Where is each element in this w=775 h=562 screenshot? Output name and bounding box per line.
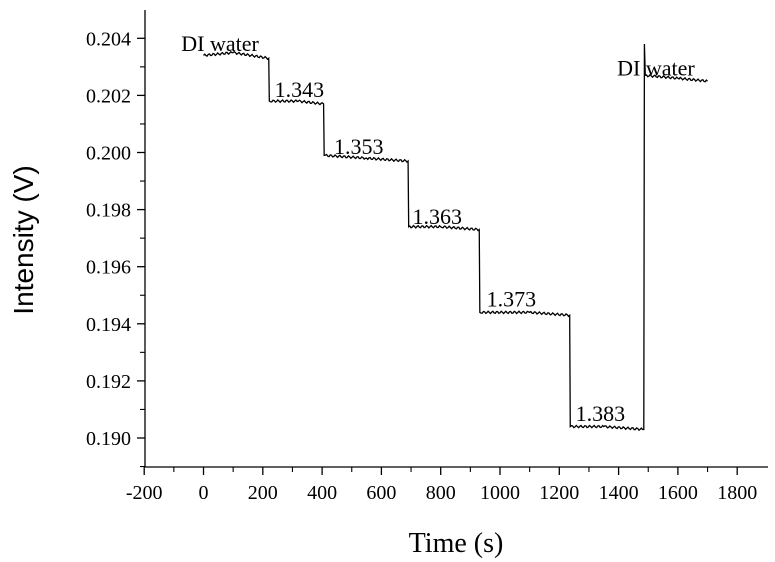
x-tick-label: -200 — [126, 482, 163, 504]
x-tick-label: 1600 — [658, 482, 698, 504]
x-tick-label: 1000 — [480, 482, 520, 504]
plot-area: -200 0 200 400 600 800 1000 1200 1400 1600 1800 0.… — [86, 10, 768, 504]
step-annotation: 1.373 — [487, 287, 536, 312]
x-axis-ticks: -200 0 200 400 600 800 1000 1200 1400 1600 1800 — [126, 467, 757, 504]
y-tick-label: 0.204 — [86, 28, 131, 50]
x-tick-label: 200 — [248, 482, 278, 504]
x-tick-label: 600 — [366, 482, 396, 504]
y-axis-title: Intensity (V) — [8, 165, 39, 314]
y-tick-label: 0.198 — [86, 200, 131, 222]
x-tick-label: 1200 — [539, 482, 579, 504]
x-axis-title: Time (s) — [409, 528, 504, 559]
x-tick-label: 0 — [199, 482, 209, 504]
y-tick-label: 0.196 — [86, 257, 131, 279]
y-tick-label: 0.194 — [86, 314, 131, 336]
step-annotation: 1.353 — [334, 134, 384, 159]
intensity-series-line — [203, 43, 708, 432]
x-tick-label: 1800 — [717, 482, 757, 504]
y-tick-label: 0.202 — [86, 85, 131, 107]
y-tick-label: 0.200 — [86, 143, 131, 165]
x-tick-label: 1400 — [599, 482, 639, 504]
step-annotation: DI water — [181, 31, 259, 56]
y-axis-ticks: 0.190 0.192 0.194 0.196 0.198 0.200 0.202 0.204 — [86, 28, 145, 468]
series-layer — [203, 43, 708, 432]
annotation-layer: DI water 1.343 1.353 1.363 1.373 1.383 DI wate… — [181, 31, 695, 426]
step-annotation: 1.363 — [413, 204, 463, 229]
y-tick-label: 0.190 — [86, 428, 131, 450]
step-annotation: DI water — [617, 55, 695, 80]
step-annotation: 1.343 — [275, 77, 325, 102]
x-tick-label: 800 — [426, 482, 456, 504]
y-tick-label: 0.192 — [86, 371, 131, 393]
x-tick-label: 400 — [307, 482, 337, 504]
step-annotation: 1.383 — [576, 401, 626, 426]
